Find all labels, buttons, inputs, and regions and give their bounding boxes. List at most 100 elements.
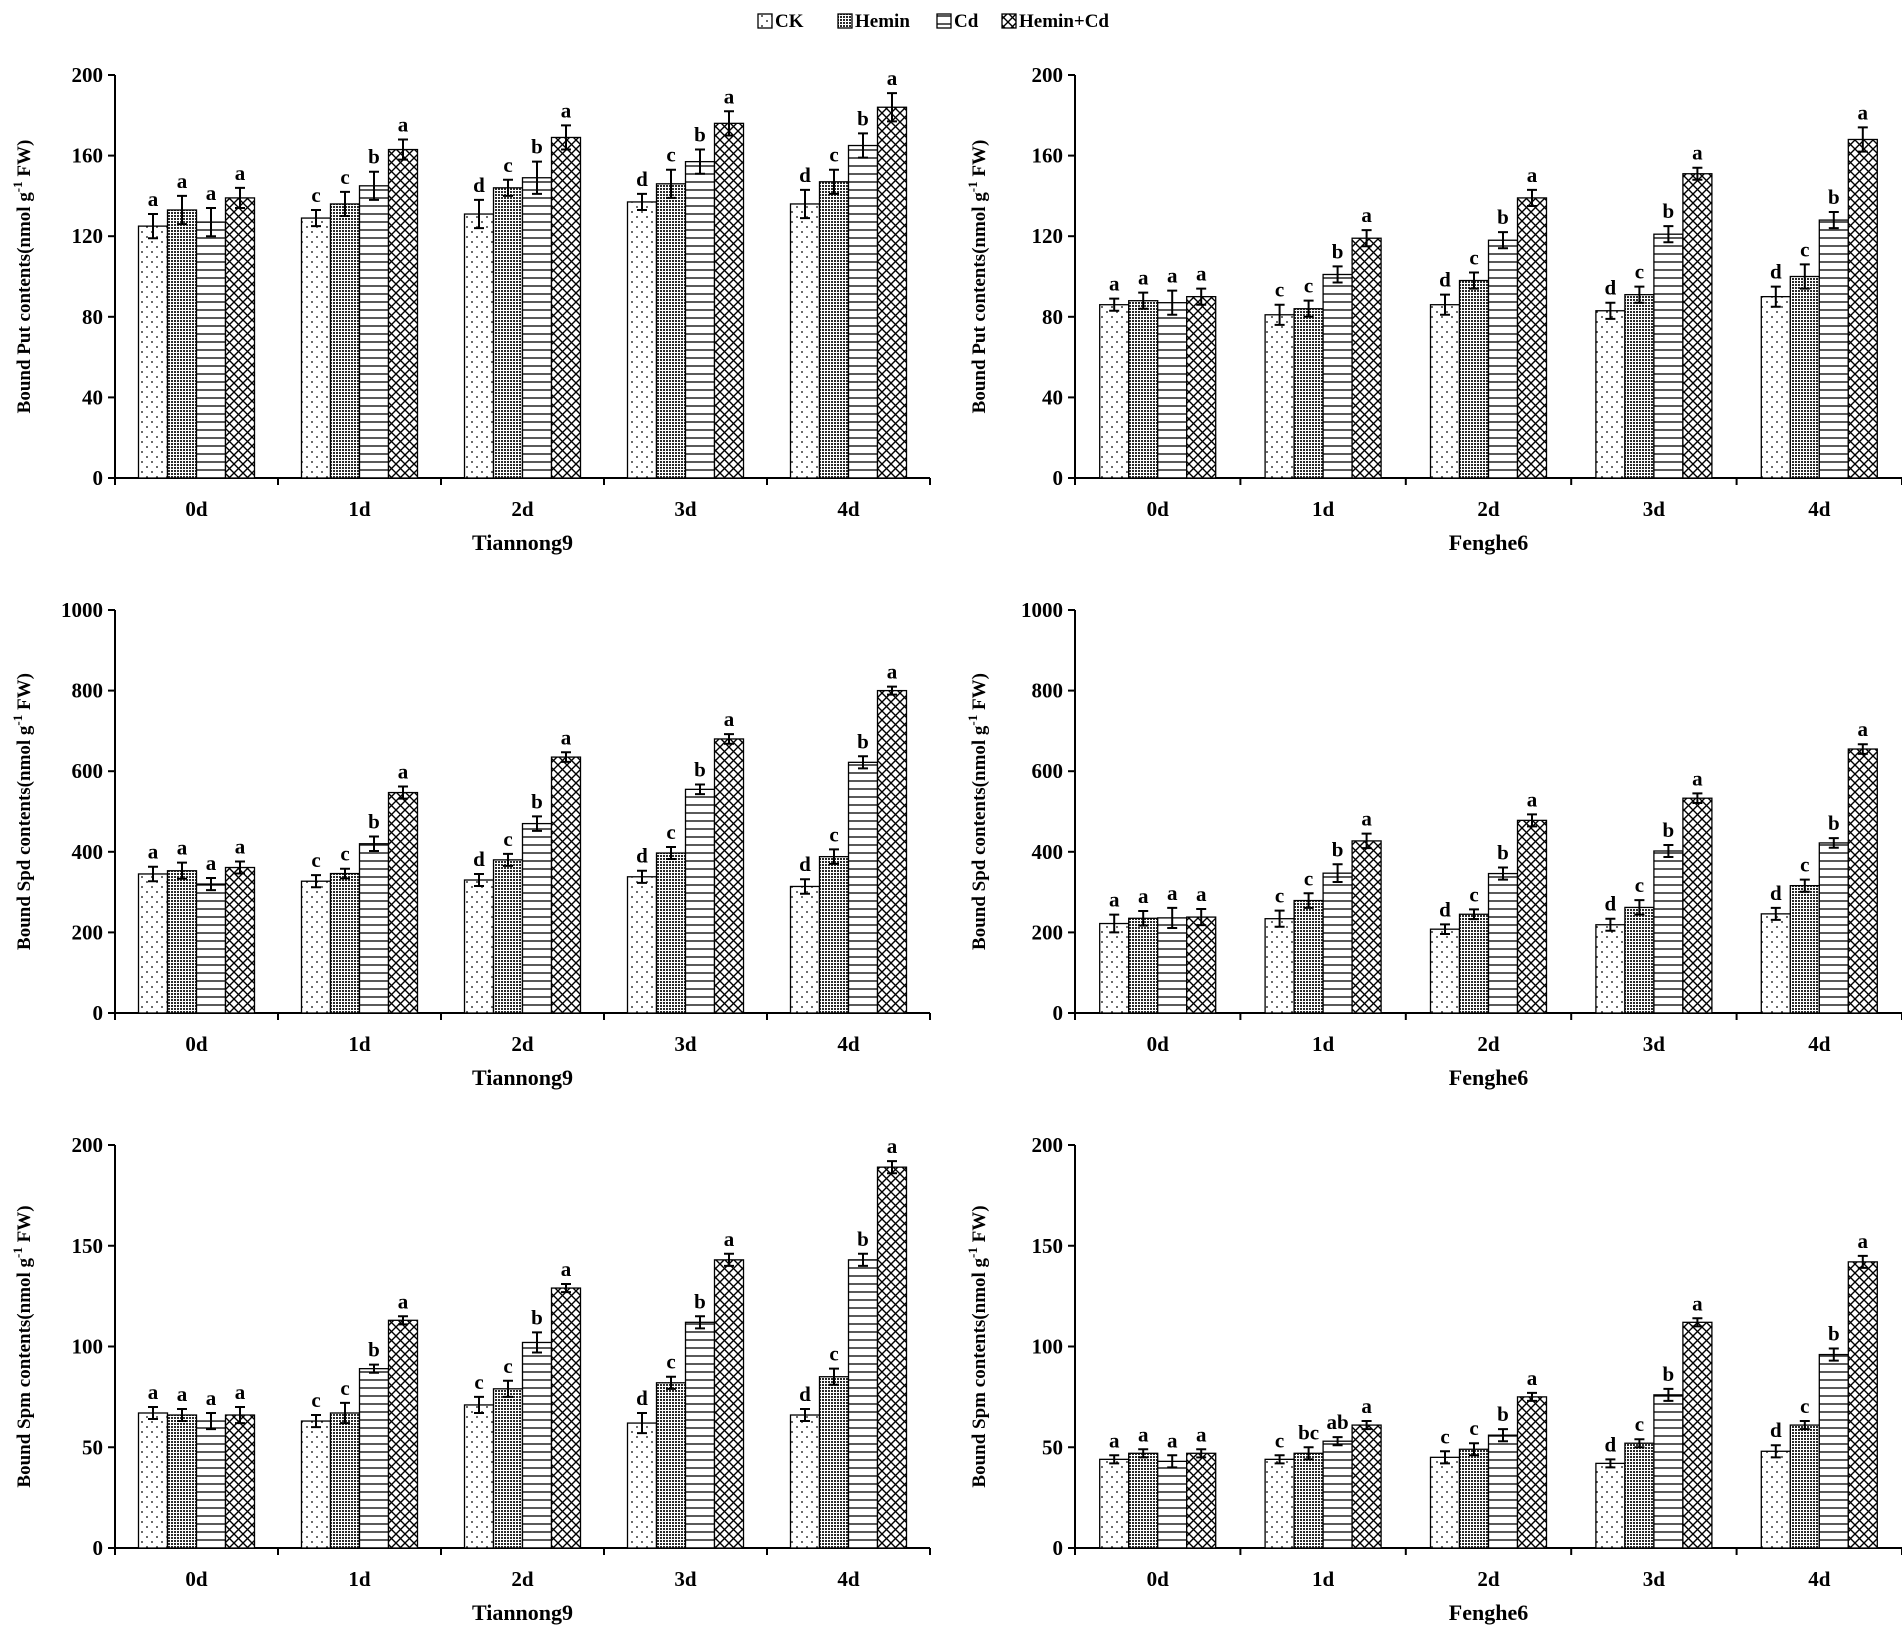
error-bar [637, 869, 647, 884]
error-bar [1303, 892, 1314, 909]
x-tick-label: 4d [837, 497, 860, 521]
y-tick-label: 50 [82, 1435, 103, 1459]
legend-label: CK [775, 11, 804, 32]
bar-hemin-cd [1847, 1261, 1878, 1549]
error-bar [1196, 908, 1207, 927]
x-axis-title: Fenghe6 [1449, 1065, 1528, 1090]
bar-cd [195, 883, 227, 1014]
error-bar [369, 1363, 379, 1374]
bar-cd [358, 1368, 390, 1549]
significance-letter: a [1109, 888, 1120, 912]
significance-letter: c [503, 1354, 512, 1378]
error-bar [637, 192, 647, 212]
significance-letter: b [1663, 818, 1675, 842]
y-axis-title: Bound Spd contents(nmol g-1 FW) [10, 673, 35, 950]
y-tick-label: 200 [1032, 63, 1064, 87]
significance-letter: a [561, 725, 572, 749]
significance-letter: a [724, 84, 735, 108]
error-bar [887, 1160, 897, 1175]
significance-letter: a [398, 1289, 409, 1313]
y-tick-label: 100 [72, 1335, 104, 1359]
significance-letter: c [1635, 260, 1644, 284]
significance-letter: a [1109, 272, 1120, 296]
bar-ck [1760, 295, 1791, 479]
y-tick-label: 80 [1042, 305, 1063, 329]
significance-letter: c [829, 143, 838, 167]
bar-hemin [655, 183, 687, 479]
significance-letter: a [1167, 881, 1178, 905]
bar-ck [1760, 1450, 1791, 1549]
error-bar [666, 845, 676, 861]
bar-ck [1429, 928, 1461, 1014]
error-bar [887, 92, 897, 123]
significance-letter: d [473, 847, 485, 871]
y-tick-label: 1000 [1021, 598, 1063, 622]
bar-hemin [818, 1376, 850, 1549]
y-tick-label: 0 [93, 1001, 104, 1025]
significance-letter: c [311, 183, 320, 207]
bar-hemin-cd [1516, 819, 1548, 1014]
bar-cd [521, 177, 553, 479]
error-bar [1527, 813, 1537, 828]
error-bar [369, 835, 379, 852]
bar-cd [1653, 1394, 1684, 1549]
error-bar [666, 1375, 676, 1390]
error-bar [311, 1414, 321, 1429]
bar-cd [1653, 233, 1684, 479]
significance-letter: a [887, 660, 898, 684]
bar-ck [1595, 924, 1626, 1014]
error-bar [724, 1252, 734, 1267]
significance-letter: b [368, 145, 380, 169]
significance-letter: c [340, 1376, 349, 1400]
bar-hemin [1293, 899, 1324, 1014]
legend-item-ck: CK [757, 11, 804, 32]
error-bar [1361, 229, 1372, 248]
bar-hemin [1624, 1442, 1655, 1549]
x-tick-label: 4d [1808, 497, 1831, 521]
bar-hemin [329, 1412, 361, 1549]
x-tick-label: 1d [1312, 497, 1335, 521]
significance-letter: a [148, 187, 159, 211]
bar-hemin [1458, 913, 1490, 1014]
error-bar [398, 785, 408, 800]
error-bar [858, 132, 868, 159]
bar-ck [1760, 913, 1791, 1014]
significance-letter: b [368, 1338, 380, 1362]
significance-letter: c [829, 822, 838, 846]
significance-letter: b [1663, 1362, 1675, 1386]
error-bar [1828, 837, 1839, 849]
bar-hemin [1128, 300, 1159, 479]
significance-letter: c [311, 848, 320, 872]
chart-put-tiannong9: 040801201602000daaaa1dccba2ddcba3ddcba4d… [10, 63, 931, 555]
bar-hemin [492, 187, 524, 479]
significance-letter: c [1635, 1412, 1644, 1436]
error-bar [474, 872, 484, 888]
error-bar [311, 209, 321, 228]
error-bar [1469, 271, 1479, 290]
error-bar [1527, 188, 1537, 207]
legend-swatch [1001, 13, 1017, 29]
bar-ck [300, 1420, 332, 1549]
y-tick-label: 600 [72, 759, 104, 783]
bar-hemin-cd [387, 791, 419, 1014]
bar-cd [1322, 273, 1353, 479]
significance-letter: c [666, 820, 675, 844]
significance-letter: c [1635, 873, 1644, 897]
bar-hemin-cd [387, 1319, 419, 1549]
significance-letter: d [636, 844, 648, 868]
bar-ck [789, 1414, 821, 1549]
significance-letter: b [1497, 205, 1509, 229]
bar-ck [1264, 1458, 1295, 1549]
bar-ck [137, 225, 169, 479]
bar-hemin [1458, 279, 1490, 479]
error-bar [474, 198, 484, 230]
error-bar [1469, 908, 1479, 921]
bar-hemin-cd [550, 1287, 582, 1549]
error-bar [1692, 1317, 1703, 1328]
bar-hemin-cd [1186, 916, 1217, 1014]
bar-ck [463, 213, 495, 479]
bar-cd [684, 788, 716, 1014]
x-tick-label: 1d [1312, 1032, 1335, 1056]
